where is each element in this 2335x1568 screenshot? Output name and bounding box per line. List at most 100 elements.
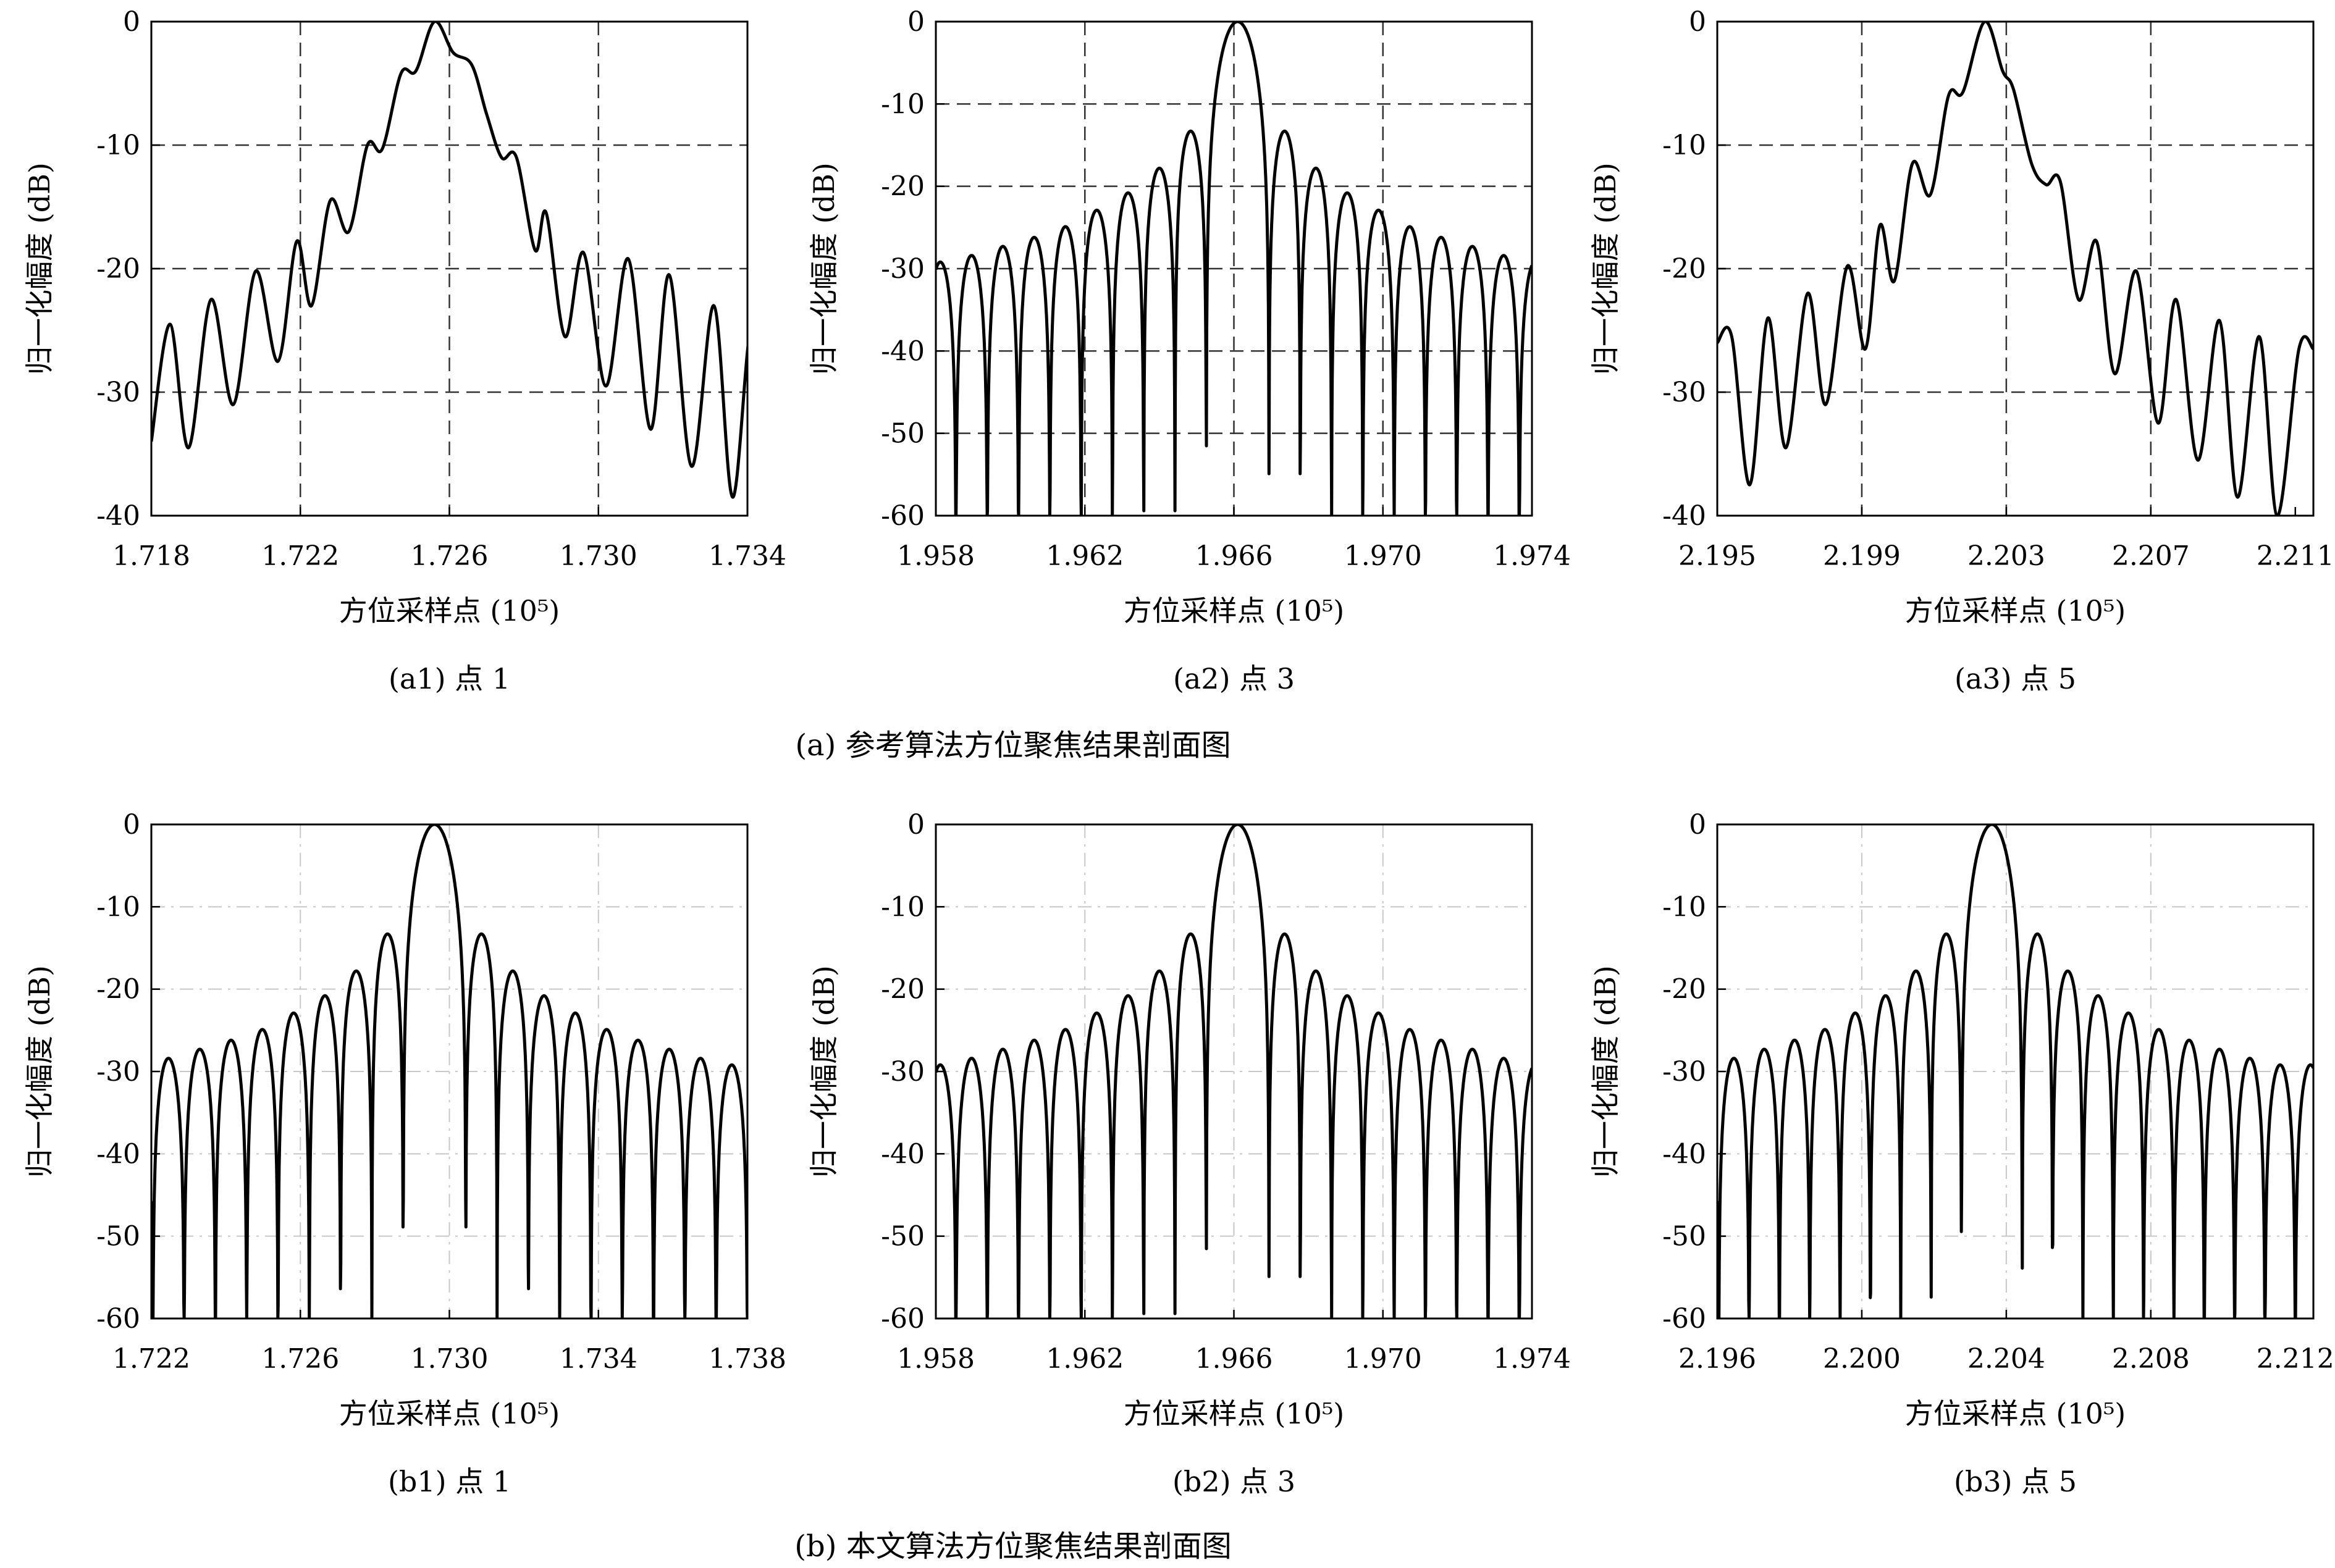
panel-caption: (a2) 点 3 <box>1173 662 1295 695</box>
y-tick-label: -60 <box>881 500 925 532</box>
chart-b1: 1.722 1.726 1.730 1.734 1.738 0 -10 -20 -30 -40 -5… <box>23 809 786 1498</box>
y-tick-label: -20 <box>96 974 140 1005</box>
y-tick-label: -60 <box>96 1303 140 1335</box>
x-tick-label: 1.726 <box>411 540 489 572</box>
x-tick-label: 1.730 <box>560 540 637 572</box>
x-tick-label: 1.722 <box>261 540 339 572</box>
group-caption-b: (b) 本文算法方位聚焦结果剖面图 <box>794 1529 1231 1564</box>
x-tick-label: 2.203 <box>1967 540 2045 572</box>
y-tick-label: -30 <box>881 253 925 285</box>
x-tick-label: 1.734 <box>709 540 786 572</box>
x-tick-label: 2.211 <box>2257 540 2334 572</box>
x-tick-label: 2.208 <box>2112 1343 2190 1375</box>
y-tick-label: 0 <box>1689 809 1706 841</box>
x-tick-label: 1.958 <box>897 1343 975 1375</box>
series-line <box>151 22 747 499</box>
y-tick-label: -20 <box>1662 253 1706 285</box>
y-tick-label: -40 <box>881 335 925 367</box>
y-tick-label: -20 <box>881 171 925 203</box>
x-axis-label: 方位采样点 (10⁵) <box>1905 1397 2126 1430</box>
series-line <box>936 824 1532 1319</box>
x-tick-label: 2.207 <box>2112 540 2190 572</box>
y-tick-label: 0 <box>907 809 925 841</box>
x-tick-label: 1.738 <box>709 1343 786 1375</box>
x-tick-label: 1.958 <box>897 540 975 572</box>
x-tick-label: 1.974 <box>1493 540 1571 572</box>
x-tick-label: 1.722 <box>112 1343 190 1375</box>
x-tick-label: 1.734 <box>560 1343 637 1375</box>
x-tick-label: 1.726 <box>261 1343 339 1375</box>
y-tick-label: -50 <box>96 1221 140 1252</box>
y-tick-label: 0 <box>123 6 140 38</box>
x-tick-label: 1.962 <box>1046 1343 1124 1375</box>
series-line <box>1717 824 2313 1319</box>
y-tick-label: -20 <box>1662 974 1706 1005</box>
y-tick-label: -50 <box>881 1221 925 1252</box>
y-tick-label: 0 <box>1689 6 1706 38</box>
y-tick-label: -20 <box>881 974 925 1005</box>
panel-caption: (b3) 点 5 <box>1954 1465 2077 1498</box>
chart-b3: 2.196 2.200 2.204 2.208 2.212 0 -10 -20 -30 -40 -5… <box>1589 809 2334 1498</box>
y-tick-label: 0 <box>907 6 925 38</box>
y-tick-label: -30 <box>96 377 140 408</box>
y-axis-label: 归一化幅度 (dB) <box>807 162 841 375</box>
y-tick-label: -40 <box>1662 500 1706 532</box>
panel-caption: (a1) 点 1 <box>389 662 510 695</box>
y-tick-label: 0 <box>123 809 140 841</box>
x-tick-label: 2.199 <box>1823 540 1901 572</box>
y-tick-label: -10 <box>96 130 140 161</box>
series-line <box>1717 22 2313 516</box>
x-tick-label: 2.195 <box>1678 540 1756 572</box>
y-axis-label: 归一化幅度 (dB) <box>23 162 56 375</box>
y-tick-label: -30 <box>96 1056 140 1088</box>
y-tick-label: -50 <box>881 418 925 450</box>
y-tick-label: -40 <box>96 1138 140 1170</box>
chart-a1: 1.718 1.722 1.726 1.730 1.734 0 -10 -20 -30 -40 方位… <box>23 6 786 695</box>
series-line <box>151 824 747 1319</box>
x-tick-label: 1.962 <box>1046 540 1124 572</box>
y-tick-label: -20 <box>96 253 140 285</box>
y-tick-label: -40 <box>1662 1138 1706 1170</box>
y-tick-label: -10 <box>1662 130 1706 161</box>
x-axis-label: 方位采样点 (10⁵) <box>1124 1397 1345 1430</box>
y-tick-label: -30 <box>1662 1056 1706 1088</box>
y-axis-label: 归一化幅度 (dB) <box>1589 162 1622 375</box>
y-tick-label: -30 <box>881 1056 925 1088</box>
y-tick-label: -60 <box>881 1303 925 1335</box>
chart-b2: 1.958 1.962 1.966 1.970 1.974 0 -10 -20 -30 -40 -5… <box>807 809 1571 1498</box>
y-tick-label: -50 <box>1662 1221 1706 1252</box>
y-tick-label: -40 <box>96 500 140 532</box>
x-tick-label: 1.966 <box>1195 540 1273 572</box>
x-tick-label: 1.718 <box>112 540 190 572</box>
y-tick-label: -10 <box>1662 891 1706 923</box>
x-axis-label: 方位采样点 (10⁵) <box>339 594 560 627</box>
x-tick-label: 2.204 <box>1967 1343 2045 1375</box>
y-tick-label: -30 <box>1662 377 1706 408</box>
y-tick-label: -10 <box>881 891 925 923</box>
x-tick-label: 1.970 <box>1344 1343 1422 1375</box>
x-tick-label: 1.970 <box>1344 540 1422 572</box>
x-tick-label: 1.966 <box>1195 1343 1273 1375</box>
group-caption-a: (a) 参考算法方位聚焦结果剖面图 <box>795 728 1231 763</box>
y-tick-label: -10 <box>96 891 140 923</box>
x-axis-label: 方位采样点 (10⁵) <box>339 1397 560 1430</box>
x-tick-label: 2.200 <box>1823 1343 1901 1375</box>
y-axis-label: 归一化幅度 (dB) <box>807 965 841 1178</box>
x-tick-label: 1.730 <box>411 1343 489 1375</box>
x-tick-label: 1.974 <box>1493 1343 1571 1375</box>
chart-a2: 1.958 1.962 1.966 1.970 1.974 0 -10 -20 -30 -40 -5… <box>807 6 1571 695</box>
x-axis-label: 方位采样点 (10⁵) <box>1905 594 2126 627</box>
panel-caption: (b1) 点 1 <box>388 1465 511 1498</box>
x-tick-label: 2.212 <box>2257 1343 2334 1375</box>
y-tick-label: -40 <box>881 1138 925 1170</box>
y-axis-label: 归一化幅度 (dB) <box>1589 965 1622 1178</box>
x-tick-label: 2.196 <box>1678 1343 1756 1375</box>
panel-caption: (b2) 点 3 <box>1172 1465 1295 1498</box>
y-tick-label: -10 <box>881 88 925 120</box>
panel-caption: (a3) 点 5 <box>1954 662 2076 695</box>
y-axis-label: 归一化幅度 (dB) <box>23 965 56 1178</box>
series-line <box>936 22 1532 516</box>
y-tick-label: -60 <box>1662 1303 1706 1335</box>
x-axis-label: 方位采样点 (10⁵) <box>1124 594 1345 627</box>
